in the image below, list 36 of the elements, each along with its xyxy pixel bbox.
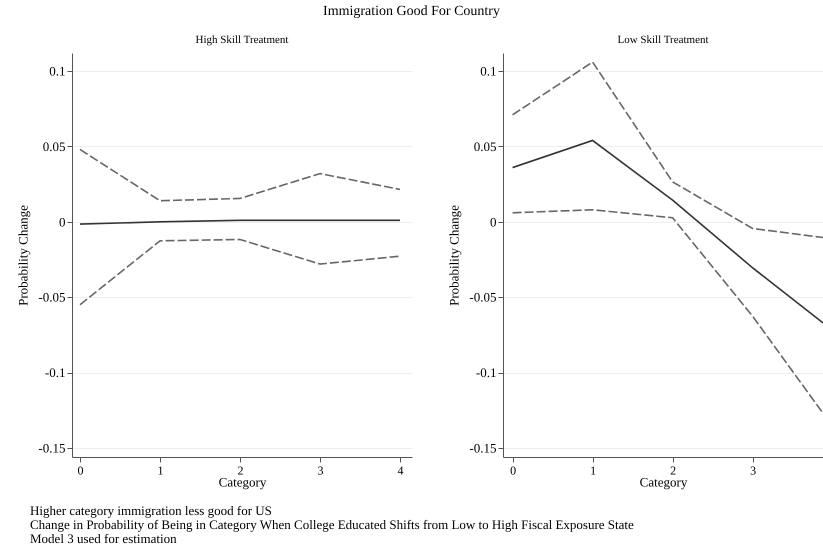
x-tick-label: 3 [750,464,756,478]
y-tick-label: -0.1 [476,365,496,380]
y-tick-label: -0.1 [44,365,66,380]
y-tick-label: -0.05 [38,290,66,305]
line-series [79,238,401,306]
line-series [512,208,823,414]
y-tick-label: -0.15 [469,440,496,456]
text: Change in Probability of Being in Category When College Educated Shifts from Low to High Fiscal Exposure State [30,517,634,532]
x-tick-label: 0 [78,464,84,478]
x-tick-label: 1 [158,464,164,478]
chart-subtitle: High Skill Treatment [196,34,288,46]
x-tick-label: 2 [670,464,676,478]
y-axis-title: Probability Change [15,204,30,306]
x-tick-label: 1 [590,464,596,478]
line-series [79,148,401,202]
y-tick-label: 0 [59,214,66,230]
text: Higher category immigration less good for US [30,503,273,518]
y-tick-label: 0.1 [49,64,66,79]
line-series [512,61,823,238]
x-tick-label: 0 [510,464,516,478]
chart-title: Immigration Good For Country [322,4,501,20]
x-axis-title: Category [218,474,267,490]
x-tick-label: 2 [238,464,244,478]
x-tick-label: 3 [318,464,324,478]
chart-subtitle: Low Skill Treatment [617,34,709,46]
line-series [512,140,823,324]
y-tick-label: 0.1 [480,64,496,79]
y-tick-label: 0.05 [42,138,66,154]
x-axis-title: Category [640,474,688,490]
text: Model 3 used for estimation [30,531,177,546]
y-tick-label: 0.05 [474,138,496,154]
y-tick-label: -0.05 [469,290,496,305]
y-axis-title: Probability Change [446,204,462,306]
x-tick-label: 4 [398,464,404,478]
y-tick-label: -0.15 [38,440,66,456]
y-tick-label: 0 [490,214,496,230]
